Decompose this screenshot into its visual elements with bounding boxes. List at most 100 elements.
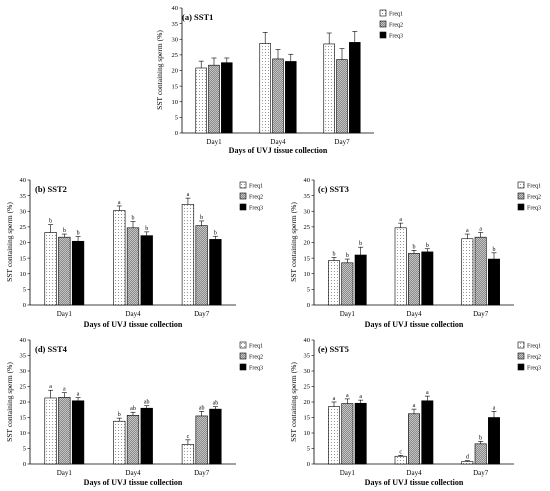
bar-freq2-day4	[126, 415, 140, 465]
bar-freq2-day7	[336, 59, 348, 134]
y-tick-label: 25	[20, 384, 27, 391]
y-tick-label: 15	[304, 415, 311, 422]
bar-freq2-day1	[341, 403, 354, 465]
x-tick-label: Day4	[406, 469, 422, 477]
y-axis-label: SST containing sperm (%)	[289, 202, 298, 282]
bar-freq3-day1	[354, 254, 367, 306]
bar-freq1-day1	[195, 67, 207, 134]
chart-panel-2: (b) SST2 SST containing sperm (%) Days of …	[5, 177, 263, 329]
legend-swatch-freq2	[239, 192, 247, 200]
y-tick-label: 40	[20, 337, 27, 344]
bar-freq1-day4	[113, 210, 126, 306]
y-tick-label: 30	[304, 368, 311, 375]
legend-swatch-freq3	[239, 203, 247, 211]
significance-label: a	[479, 227, 482, 233]
bar-freq1-day7	[461, 461, 474, 465]
panel-title: (d) SST4	[35, 344, 68, 354]
significance-label: a	[333, 396, 336, 402]
bar-freq1-day1	[44, 397, 57, 465]
y-tick-label: 20	[172, 68, 179, 75]
significance-label: b	[333, 252, 336, 258]
bar-freq3-day4	[421, 251, 434, 306]
panel-title: (e) SST5	[318, 344, 349, 354]
x-axis-label: Days of UVJ tissue collection	[229, 146, 328, 155]
bar-freq3-day7	[488, 258, 500, 306]
y-tick-label: 25	[304, 224, 311, 231]
bar-freq3-day4	[285, 61, 297, 134]
y-tick-label: 0	[175, 130, 178, 137]
y-axis-label: SST containing sperm (%)	[289, 362, 298, 442]
significance-label: a	[49, 384, 52, 390]
significance-label: b	[118, 412, 121, 418]
legend-label: Freq1	[527, 344, 541, 350]
x-axis-label: Days of UVJ tissue collection	[84, 320, 183, 329]
y-tick-label: 5	[23, 287, 26, 294]
bar-freq2-day7	[474, 443, 487, 465]
y-tick-label: 30	[172, 36, 179, 43]
bar-freq1-day4	[113, 420, 126, 465]
y-tick-label: 5	[307, 287, 310, 294]
y-tick-label: 10	[304, 430, 311, 437]
legend-label: Freq3	[249, 366, 263, 372]
legend-swatch-freq1	[239, 181, 247, 189]
y-tick-label: 15	[304, 255, 311, 262]
significance-label: b	[49, 219, 52, 225]
y-tick-label: 15	[20, 415, 27, 422]
legend-label: Freq3	[527, 206, 541, 212]
x-tick-label: Day1	[206, 138, 222, 146]
y-tick-label: 0	[307, 461, 310, 468]
bar-freq1-day1	[328, 260, 340, 306]
legend-label: Freq3	[249, 206, 263, 212]
y-tick-label: 10	[20, 430, 27, 437]
y-tick-label: 40	[20, 177, 27, 184]
legend-swatch-freq2	[239, 352, 247, 360]
y-tick-label: 25	[172, 52, 179, 59]
bar-freq2-day7	[195, 415, 208, 465]
y-tick-label: 35	[20, 353, 27, 360]
significance-label: a	[346, 393, 349, 399]
significance-label: a	[77, 392, 80, 398]
significance-label: b	[77, 231, 80, 237]
bar-freq3-day1	[354, 402, 367, 465]
significance-label: a	[359, 394, 362, 400]
legend-swatch-freq2	[379, 20, 387, 28]
significance-label: c	[187, 434, 190, 440]
significance-label: b	[200, 215, 203, 221]
legend-swatch-freq1	[379, 9, 387, 17]
y-tick-label: 10	[20, 271, 27, 278]
legend-label: Freq2	[527, 195, 541, 201]
x-tick-label: Day1	[57, 469, 73, 477]
significance-label: b	[346, 253, 349, 259]
x-axis-label: Days of UVJ tissue collection	[365, 320, 464, 329]
significance-label: b	[479, 435, 482, 441]
bar-freq2-day4	[272, 58, 284, 134]
y-tick-label: 35	[304, 353, 311, 360]
y-axis-label: SST containing sperm (%)	[155, 30, 164, 110]
y-tick-label: 25	[304, 384, 311, 391]
legend-label: Freq1	[249, 344, 263, 350]
panel-title: (c) SST3	[318, 184, 349, 194]
bar-freq1-day7	[181, 204, 195, 306]
panel-title: (b) SST2	[35, 184, 67, 194]
y-axis-label: SST containing sperm (%)	[5, 362, 14, 442]
significance-label: b	[493, 247, 496, 253]
legend-swatch-freq1	[517, 341, 525, 349]
y-tick-label: 35	[304, 193, 311, 200]
significance-label: b	[426, 243, 429, 249]
bar-freq3-day1	[71, 240, 85, 306]
legend-label: Freq2	[249, 195, 263, 201]
significance-label: ab	[130, 406, 136, 412]
y-tick-label: 5	[175, 115, 178, 122]
significance-label: ab	[144, 400, 150, 406]
bar-freq3-day1	[221, 62, 233, 134]
chart-panel-1: (a) SST1 SST containing sperm (%) Days of …	[155, 5, 403, 155]
bar-freq2-day1	[341, 262, 354, 306]
legend-label: Freq3	[527, 366, 541, 372]
y-tick-label: 30	[20, 368, 27, 375]
y-tick-label: 20	[304, 240, 311, 247]
bar-freq1-day4	[394, 455, 407, 465]
legend-label: Freq1	[389, 12, 403, 18]
significance-label: b	[413, 244, 416, 250]
y-tick-label: 0	[307, 302, 310, 309]
